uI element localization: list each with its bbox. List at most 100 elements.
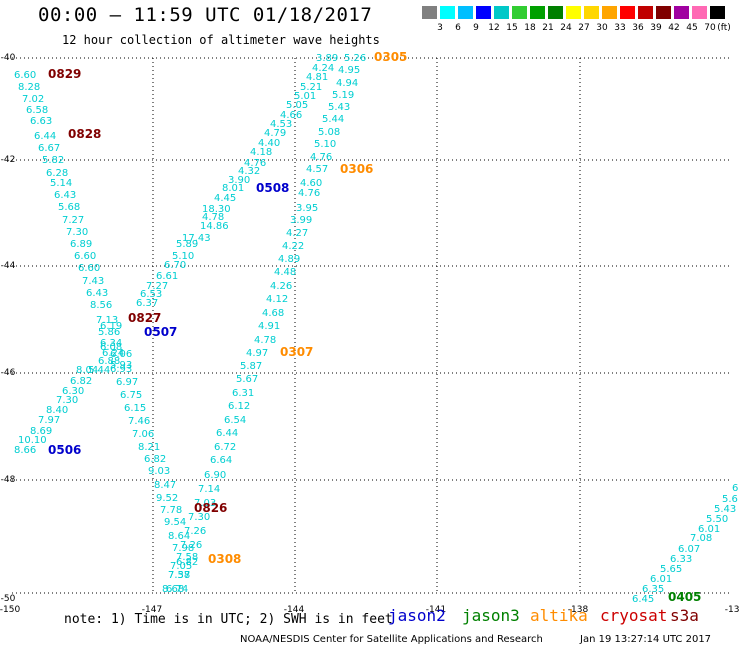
wave-height-value: 4.27 (286, 228, 308, 239)
legend-swatch (710, 6, 725, 19)
legend-label: 18 (524, 23, 536, 33)
track-time-label: 0307 (280, 345, 313, 359)
wave-height-value: 4.60 (300, 178, 322, 189)
wave-height-value: 3.89 (316, 53, 338, 64)
wave-height-value: 7.13 (96, 315, 118, 326)
wave-height-value: 8.47 (154, 480, 176, 491)
wave-height-value: 4.91 (258, 321, 280, 332)
wave-height-value: 5.10 (314, 139, 336, 150)
legend-swatch (530, 6, 545, 19)
legend-label: 24 (560, 23, 572, 33)
lat-tick-label: -48 (1, 475, 16, 485)
wave-height-value: 7.58 (176, 552, 198, 563)
wave-height-value: 7.46 (128, 416, 150, 427)
satellite-label-jason3: jason3 (462, 606, 520, 625)
wave-height-value: 4.26 (270, 281, 292, 292)
wave-height-value: 6.58 (26, 105, 48, 116)
legend-swatch (494, 6, 509, 19)
wave-height-value: 5.93 (110, 360, 132, 371)
wave-height-value: 5.89 (176, 239, 198, 250)
wave-height-value: 6.28 (46, 168, 68, 179)
wave-height-value: 6.12 (228, 401, 250, 412)
wave-height-value: 7.05 (170, 561, 192, 572)
track-time-label: 0308 (208, 552, 241, 566)
wave-height-value: 8.01 (222, 183, 244, 194)
wave-height-value: 6.82 (176, 557, 198, 568)
satellite-label-s3a: s3a (670, 606, 699, 625)
legend-label: 15 (506, 23, 518, 33)
wave-height-value: 5.65 (660, 564, 682, 575)
wave-height-value: 6.01 (650, 574, 672, 585)
wave-height-value: 6.60 (14, 70, 36, 81)
wave-height-value: 6.82 (144, 454, 166, 465)
wave-height-value: 5.01 (294, 91, 316, 102)
track-time-label: 0507 (144, 325, 177, 339)
track-time-label: 0829 (48, 67, 81, 81)
units-note: note: 1) Time is in UTC; 2) SWH is in fe… (64, 612, 393, 627)
wave-height-value: 5.26 (344, 53, 366, 64)
wave-height-value: 6.74 (166, 584, 188, 595)
wave-height-value: 6.97 (116, 377, 138, 388)
wave-height-value: 6.53 (140, 289, 162, 300)
wave-height-value: 6.06 (110, 349, 132, 360)
wave-height-value: 6.33 (670, 554, 692, 565)
legend-swatch (656, 6, 671, 19)
wave-height-value: 8.68 (162, 584, 184, 595)
wave-height-value: 4.78 (202, 212, 224, 223)
wave-height-value: 6.19 (100, 321, 122, 332)
page-title: 00:00 – 11:59 UTC 01/18/2017 (38, 4, 373, 26)
wave-height-value: 7.26 (184, 526, 206, 537)
legend-swatch (476, 6, 491, 19)
wave-height-value: 5.21 (300, 82, 322, 93)
wave-height-value: 6.93 (110, 364, 132, 375)
wave-height-value: 5.43 (328, 102, 350, 113)
lat-tick-label: -42 (1, 155, 16, 165)
wave-height-value: 5.14 (50, 178, 72, 189)
wave-height-value: 6.31 (232, 388, 254, 399)
wave-height-value: 5.08 (318, 127, 340, 138)
wave-height-value: 7.38 (168, 570, 190, 581)
legend-swatch (422, 6, 437, 19)
wave-height-value: 6.43 (54, 190, 76, 201)
wave-height-value: 4.48 (274, 267, 296, 278)
legend-swatch (692, 6, 707, 19)
lat-tick-label: -50 (1, 594, 16, 604)
wave-height-value: 6.54 (224, 415, 246, 426)
wave-height-value: 8.66 (14, 445, 36, 456)
wave-height-value: 7.03 (194, 498, 216, 509)
wave-height-value: 4.32 (238, 166, 260, 177)
page-subtitle: 12 hour collection of altimeter wave hei… (62, 33, 380, 47)
legend-label: 6 (455, 23, 461, 33)
wave-height-value: 6.88 (98, 356, 120, 367)
wave-height-value: 7.14 (198, 484, 220, 495)
wave-height-value: 4.97 (246, 348, 268, 359)
wave-height-value: 6.82 (70, 376, 92, 387)
wave-height-value: 7.98 (172, 543, 194, 554)
wave-height-value: 5.82 (42, 155, 64, 166)
footer-source: NOAA/NESDIS Center for Satellite Applica… (240, 634, 543, 645)
wave-height-value: 8.64 (168, 531, 190, 542)
wave-height-value: 4.57 (306, 164, 328, 175)
wave-height-value: 4.76 (244, 158, 266, 169)
wave-height-value: 17.43 (182, 233, 211, 244)
wave-height-value: 4.53 (270, 119, 292, 130)
legend-swatch (440, 6, 455, 19)
legend-label: 27 (578, 23, 590, 33)
lon-tick-label: -144 (284, 605, 305, 615)
legend-label: 36 (632, 23, 644, 33)
wave-height-value: 10.10 (18, 435, 47, 446)
wave-height-value: 5.50 (706, 514, 728, 525)
wave-height-value: 4.68 (262, 308, 284, 319)
wave-height-value: 8.40 (46, 405, 68, 416)
legend-swatch (566, 6, 581, 19)
wave-height-value: 4.79 (264, 128, 286, 139)
wave-height-value: 5.05 (286, 100, 308, 111)
wave-height-value: 4.40 (258, 138, 280, 149)
footer-timestamp: Jan 19 13:27:14 UTC 2017 (580, 634, 712, 645)
wave-height-value: 4.76 (298, 188, 320, 199)
wave-height-value: 6.07 (678, 544, 700, 555)
wave-height-value: 6.90 (204, 470, 226, 481)
wave-height-value: 6.45 (632, 594, 654, 605)
legend-swatch (512, 6, 527, 19)
axis-labels: -150 -147 -144 -141 -138 -135 -40 -42 -44 -46 -48 -… (0, 53, 740, 615)
